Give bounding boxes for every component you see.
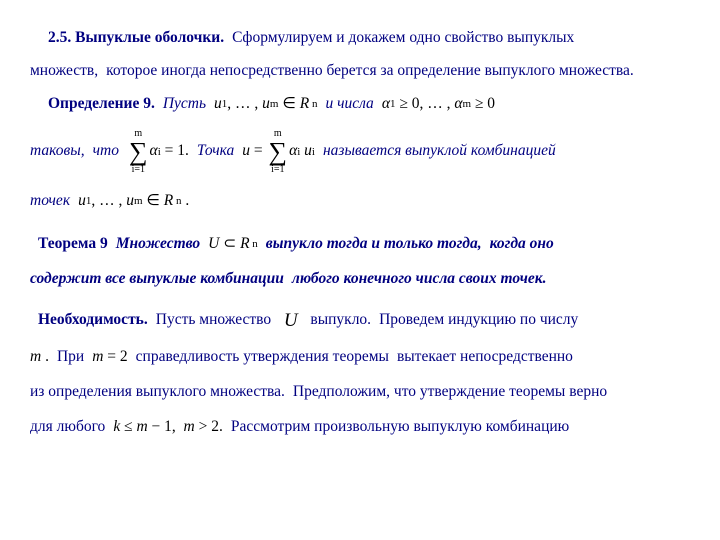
text: вытекает непосредственно: [397, 347, 573, 368]
math-U: U: [279, 308, 302, 334]
text: множеств,: [30, 61, 98, 82]
line-1: 2.5. Выпуклые оболочки. Сформулируем и д…: [30, 28, 690, 49]
line-4: таковы, что m ∑ i=1 αi = 1. Точка u = m …: [30, 129, 690, 175]
math-u-eq: u = m ∑ i=1 αi ui: [242, 129, 315, 175]
math-u-set: u1, … , um ∈ R n: [214, 94, 317, 115]
text: называется выпуклой комбинацией: [323, 141, 556, 162]
math-m2: m = 2: [92, 347, 127, 368]
document-page: 2.5. Выпуклые оболочки. Сформулируем и д…: [0, 0, 720, 472]
line-9: m . При m = 2 справедливость утверждения…: [30, 347, 690, 368]
text: Множество: [116, 234, 200, 255]
text: Пусть: [163, 94, 206, 115]
line-3: Определение 9. Пусть u1, … , um ∈ R n и …: [30, 94, 690, 115]
text: При: [57, 347, 84, 368]
text: Пусть множество: [156, 310, 271, 331]
text: содержит все выпуклые комбинации: [30, 269, 284, 290]
text: Предположим, что утверждение теоремы вер…: [293, 382, 607, 403]
math-k: k ≤ m − 1, m > 2.: [113, 417, 223, 438]
theorem-label: Теорема 9: [38, 234, 108, 255]
text: что: [93, 141, 119, 162]
text: выпукло тогда и только тогда,: [266, 234, 482, 255]
text: выпукло.: [310, 310, 371, 331]
text: которое иногда непосредственно берется з…: [106, 61, 634, 82]
text: Точка: [197, 141, 234, 162]
text: справедливость утверждения теоремы: [136, 347, 389, 368]
math-points: u1, … , um ∈ R n .: [78, 191, 189, 212]
text: Сформулируем и докажем одно свойство вып…: [232, 28, 574, 49]
line-11: для любого k ≤ m − 1, m > 2. Рассмотрим …: [30, 417, 690, 438]
math-sum-alpha: m ∑ i=1 αi = 1.: [127, 129, 189, 175]
text: таковы,: [30, 141, 85, 162]
line-8: Необходимость. Пусть множество U выпукло…: [30, 308, 690, 334]
line-5: точек u1, … , um ∈ R n .: [30, 191, 690, 212]
line-10: из определения выпуклого множества. Пред…: [30, 382, 690, 403]
text: любого конечного числа своих точек.: [292, 269, 547, 290]
text: Рассмотрим произвольную выпуклую комбина…: [231, 417, 569, 438]
text: и числа: [325, 94, 373, 115]
math-U-subset: U ⊂ R n: [208, 234, 258, 255]
math-m: m .: [30, 347, 49, 368]
def-label: Определение 9.: [48, 94, 155, 115]
text: когда оно: [490, 234, 554, 255]
necessity-label: Необходимость.: [38, 310, 148, 331]
text: точек: [30, 191, 70, 212]
section-heading: 2.5. Выпуклые оболочки.: [48, 28, 224, 49]
text: из определения выпуклого множества.: [30, 382, 285, 403]
text: Проведем индукцию по числу: [379, 310, 578, 331]
line-2: множеств, которое иногда непосредственно…: [30, 61, 690, 82]
line-7: содержит все выпуклые комбинации любого …: [30, 269, 690, 290]
text: для любого: [30, 417, 105, 438]
line-6: Теорема 9 Множество U ⊂ R n выпукло тогд…: [30, 234, 690, 255]
math-alpha: α1 ≥ 0, … , αm ≥ 0: [382, 94, 495, 115]
